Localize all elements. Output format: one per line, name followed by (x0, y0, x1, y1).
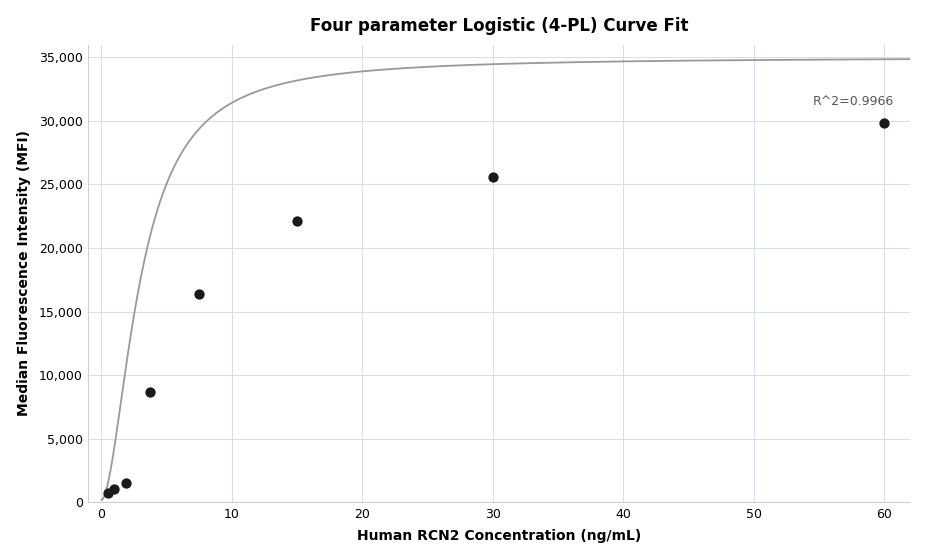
Point (143, 388, 158, 396)
Title: Four parameter Logistic (4-PL) Curve Fit: Four parameter Logistic (4-PL) Curve Fit (311, 17, 689, 35)
Text: R^2=0.9966: R^2=0.9966 (812, 95, 894, 108)
X-axis label: Human RCN2 Concentration (ng/mL): Human RCN2 Concentration (ng/mL) (357, 529, 641, 543)
Point (107, 484, 121, 493)
Point (877, 119, 892, 128)
Point (192, 290, 207, 298)
Y-axis label: Median Fluorescence Intensity (MFI): Median Fluorescence Intensity (MFI) (17, 130, 31, 417)
Point (290, 217, 305, 226)
Point (486, 172, 501, 181)
Point (119, 479, 133, 488)
Point (100, 488, 115, 497)
